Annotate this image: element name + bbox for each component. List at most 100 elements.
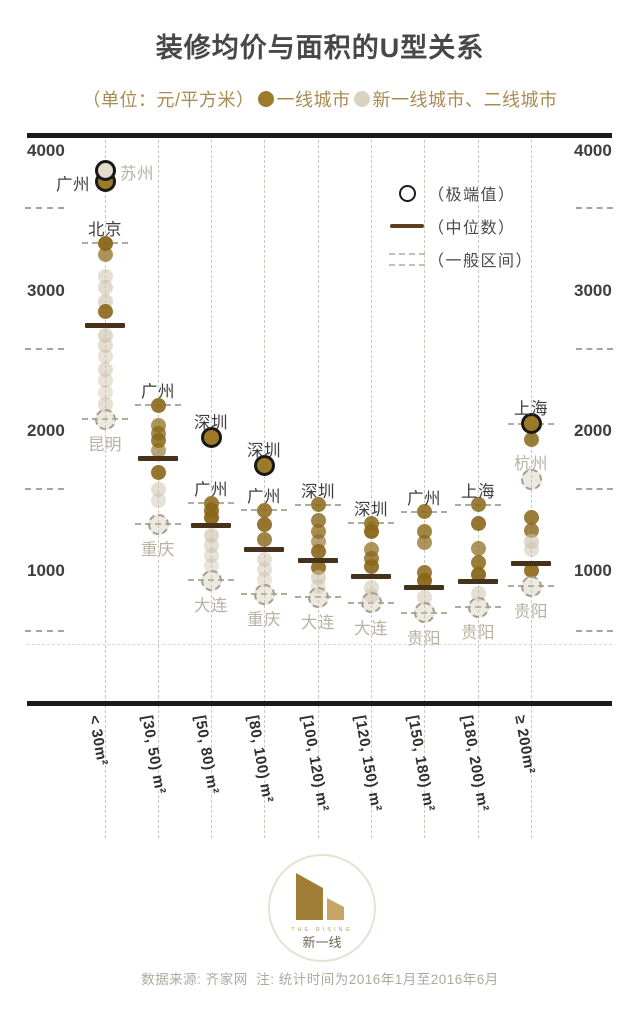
gridline-stub-left — [25, 348, 64, 350]
data-dot — [523, 563, 539, 579]
extreme-value-marker — [94, 159, 116, 181]
median-bar — [351, 573, 391, 579]
x-category-label: [100, 120) m² — [298, 714, 332, 813]
median-bar — [404, 584, 444, 590]
y-tick-label-left: 2000 — [27, 421, 65, 440]
inner-legend: （极端值） （中位数） （一般区间） — [386, 181, 533, 280]
city-label: 杭州 — [514, 454, 548, 473]
city-label: 贵阳 — [461, 624, 495, 642]
outlier-dashed-marker — [520, 469, 542, 491]
tier2-legend-dot — [353, 91, 370, 107]
y-tick-label-left: 3000 — [27, 281, 65, 300]
data-dot — [470, 540, 486, 556]
median-bar — [458, 579, 498, 585]
legend-range-label: （一般区间） — [428, 253, 534, 270]
median-bar — [138, 456, 178, 462]
city-label: 广州 — [247, 488, 281, 507]
gridline-stub-right — [576, 348, 613, 350]
data-dot — [310, 497, 326, 513]
gridline-stub-left — [25, 630, 64, 632]
x-category-label: ≥ 200m² — [511, 714, 539, 776]
median-swatch — [386, 224, 428, 228]
data-dot — [256, 571, 272, 587]
outlier-dashed-marker — [253, 583, 275, 605]
data-dot — [97, 348, 113, 364]
city-label: 上海 — [461, 482, 495, 501]
outlier-dashed-marker — [360, 592, 382, 614]
gridline-stub-left — [25, 207, 64, 209]
data-dot — [203, 509, 219, 525]
outlier-dashed-marker — [94, 408, 116, 430]
chart-subtitle: （单位：元/平方米） 一线城市 新一线城市、二线城市 — [0, 86, 640, 112]
data-dot — [310, 570, 326, 586]
column-guide-line — [478, 140, 479, 838]
y-tick-label-right: 1000 — [574, 561, 612, 580]
data-dot — [97, 396, 113, 412]
median-bar — [85, 323, 125, 329]
logo-mark-svg: THE RISING 新一线 — [291, 873, 352, 950]
median-bar — [244, 547, 284, 553]
logo-light-shape — [327, 898, 344, 920]
outlier-dashed-marker — [200, 569, 222, 591]
data-dot — [97, 337, 113, 353]
data-dot — [97, 280, 113, 296]
column-guide-line — [318, 140, 319, 838]
median-bar — [298, 558, 338, 564]
outlier-dashed-marker — [147, 513, 169, 535]
gridline-stub-right — [576, 630, 613, 632]
extreme-value-swatch — [386, 184, 428, 202]
city-label: 北京 — [88, 221, 122, 239]
city-label: 昆明 — [88, 436, 122, 455]
city-label: 重庆 — [141, 541, 175, 560]
outlier-dashed-marker — [413, 602, 435, 624]
footer-note: 数据来源: 齐家网 注: 统计时间为2016年1月至2016年6月 — [0, 968, 640, 988]
x-category-label: [120, 150) m² — [351, 714, 385, 813]
data-dot — [97, 246, 113, 262]
data-dot — [203, 547, 219, 563]
data-dot — [97, 385, 113, 401]
data-dot — [97, 304, 113, 320]
y-tick-label-right: 2000 — [574, 421, 612, 440]
data-dot — [416, 504, 432, 520]
legend-row-median: （中位数） — [386, 214, 533, 238]
outlier-dashed-marker — [307, 586, 329, 608]
data-dot — [150, 493, 166, 509]
logo-text-en: THE RISING — [291, 927, 352, 933]
data-dot — [256, 532, 272, 548]
city-label: 上海 — [514, 399, 548, 418]
city-label: 大连 — [354, 619, 388, 638]
data-dot — [256, 561, 272, 577]
data-dot — [363, 579, 379, 595]
extreme-value-marker — [200, 427, 222, 449]
gridline-stub-right — [576, 488, 613, 490]
data-dot — [256, 551, 272, 567]
legend-row-extreme: （极端值） — [386, 181, 533, 205]
city-label: 深圳 — [301, 482, 335, 501]
gridline-stub-left — [25, 488, 64, 490]
data-dot — [203, 537, 219, 553]
column-guide-line — [424, 140, 425, 838]
legend-extreme-label: （极端值） — [428, 187, 516, 204]
city-label: 贵阳 — [407, 629, 441, 648]
data-dot — [416, 535, 432, 551]
city-label: 重庆 — [247, 611, 281, 630]
x-category-label: [80, 100) m² — [244, 714, 277, 805]
y-tick-label-left: 4000 — [27, 141, 65, 160]
range-dash-icon — [389, 252, 425, 255]
extreme-value-marker — [520, 413, 542, 435]
gridline-stub-right — [576, 207, 613, 209]
tier2-legend-label: 新一线城市、二线城市 — [372, 90, 558, 110]
data-dot — [470, 497, 486, 513]
data-dot — [256, 516, 272, 532]
city-label: 苏州 — [120, 165, 154, 184]
city-label: 广州 — [194, 481, 228, 500]
data-dot — [470, 554, 486, 570]
data-dot — [470, 515, 486, 531]
footer-time-note: 注: 统计时间为2016年1月至2016年6月 — [256, 972, 499, 987]
data-dot — [470, 567, 486, 583]
axis-bar-bottom — [27, 701, 612, 706]
data-dot — [523, 542, 539, 558]
logo-text-cn: 新一线 — [302, 935, 341, 950]
median-bar — [511, 561, 551, 567]
